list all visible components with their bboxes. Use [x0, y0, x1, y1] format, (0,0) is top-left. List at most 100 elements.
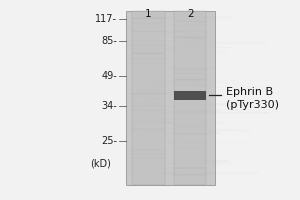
Bar — [174, 79, 206, 81]
Bar — [126, 167, 190, 169]
Bar — [174, 124, 206, 126]
Bar — [151, 67, 215, 69]
Text: 1: 1 — [145, 9, 152, 19]
Bar — [211, 162, 219, 165]
Bar — [178, 19, 201, 22]
Bar — [132, 121, 171, 123]
Text: 85-: 85- — [101, 36, 117, 46]
Bar — [141, 33, 222, 34]
Bar — [163, 109, 220, 112]
Bar — [132, 109, 165, 111]
Bar — [174, 167, 206, 169]
Bar — [208, 66, 216, 68]
Bar — [189, 43, 257, 44]
Bar — [205, 145, 247, 148]
Bar — [174, 30, 206, 32]
Bar — [185, 46, 220, 47]
Bar — [128, 93, 191, 95]
Bar — [174, 36, 206, 38]
Bar — [169, 24, 206, 27]
Bar — [201, 79, 279, 80]
Bar — [132, 128, 165, 130]
Bar — [174, 78, 206, 80]
Bar — [210, 18, 250, 21]
Bar — [132, 130, 165, 131]
Bar — [166, 173, 216, 175]
Bar — [132, 149, 165, 151]
Bar — [157, 58, 205, 59]
Bar — [181, 142, 251, 143]
Bar — [191, 86, 271, 88]
Bar — [172, 97, 182, 99]
Bar — [146, 83, 163, 86]
Bar — [198, 50, 229, 53]
Bar — [132, 103, 165, 104]
Bar — [132, 121, 205, 124]
Bar — [174, 148, 206, 149]
Bar — [174, 37, 206, 39]
Bar — [167, 47, 232, 48]
Bar — [157, 117, 178, 120]
Bar — [174, 112, 206, 114]
Bar — [174, 11, 206, 185]
Bar — [158, 31, 189, 34]
Bar — [174, 91, 206, 100]
Text: 2: 2 — [187, 9, 194, 19]
Bar — [188, 37, 206, 40]
Bar — [168, 160, 201, 161]
Bar — [126, 11, 215, 185]
Bar — [138, 19, 187, 20]
Bar — [188, 112, 269, 114]
Bar — [140, 111, 182, 114]
Bar — [144, 98, 179, 101]
Bar — [199, 160, 228, 162]
Bar — [174, 110, 206, 111]
Bar — [135, 119, 158, 121]
Bar — [174, 84, 206, 86]
Bar — [174, 73, 206, 74]
Bar — [150, 163, 232, 164]
Bar — [174, 174, 206, 176]
Bar — [127, 40, 210, 42]
Bar — [171, 103, 241, 106]
Bar — [155, 80, 239, 84]
Bar — [174, 126, 206, 127]
Bar — [154, 171, 179, 175]
Text: 25-: 25- — [101, 136, 117, 146]
Bar — [191, 171, 258, 174]
Bar — [174, 96, 206, 97]
Text: 117-: 117- — [95, 14, 117, 24]
Bar — [174, 133, 206, 135]
Bar — [139, 156, 147, 157]
Text: (pTyr330): (pTyr330) — [226, 100, 279, 110]
Bar — [174, 99, 206, 101]
Text: Ephrin B: Ephrin B — [226, 87, 273, 97]
Text: 34-: 34- — [102, 101, 117, 111]
Bar — [132, 53, 165, 54]
Bar — [176, 133, 224, 135]
Bar — [165, 122, 225, 124]
Bar — [132, 105, 165, 106]
Bar — [132, 153, 165, 155]
Bar — [132, 52, 165, 54]
Bar — [182, 129, 250, 132]
Bar — [134, 96, 147, 98]
Bar — [166, 106, 178, 108]
Bar — [132, 93, 165, 94]
Bar — [199, 109, 279, 113]
Bar — [132, 17, 165, 19]
Bar — [138, 92, 206, 95]
Text: 49-: 49- — [102, 71, 117, 81]
Bar — [132, 58, 165, 60]
Bar — [153, 141, 207, 143]
Bar — [132, 63, 165, 64]
Bar — [174, 68, 206, 70]
Bar — [132, 157, 165, 158]
Bar — [130, 182, 164, 183]
Bar — [133, 48, 174, 51]
Bar — [132, 22, 165, 24]
Bar — [140, 132, 220, 134]
Bar — [132, 93, 165, 95]
Bar — [132, 31, 165, 32]
Bar — [132, 45, 165, 46]
